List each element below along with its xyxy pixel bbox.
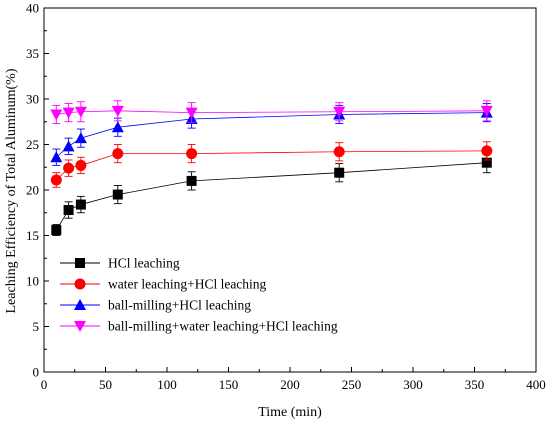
- data-point: [481, 145, 493, 157]
- data-point: [74, 132, 87, 144]
- data-point: [481, 157, 492, 168]
- data-point: [111, 121, 124, 133]
- series-0: [51, 152, 492, 236]
- x-tick-label: 200: [280, 377, 300, 392]
- legend-label: ball-milling+water leaching+HCl leaching: [108, 319, 338, 334]
- legend-marker: [74, 321, 86, 332]
- legend-marker: [74, 299, 86, 310]
- data-point: [51, 225, 62, 236]
- data-point: [50, 109, 63, 121]
- legend-marker: [75, 258, 85, 268]
- data-point: [62, 140, 75, 152]
- y-tick-label: 0: [33, 365, 40, 380]
- legend-item: HCl leaching: [60, 256, 180, 271]
- x-tick-label: 100: [157, 377, 177, 392]
- data-point: [112, 189, 123, 200]
- y-tick-label: 10: [26, 274, 39, 289]
- data-point: [333, 146, 345, 158]
- data-point: [185, 107, 198, 119]
- x-axis-ticks: 0 50 100 150 200 250 300 350 400: [41, 367, 546, 392]
- data-point: [75, 199, 86, 210]
- legend-marker: [74, 278, 86, 290]
- legend-item: ball-milling+HCl leaching: [60, 298, 251, 313]
- y-tick-label: 15: [26, 228, 39, 243]
- data-point: [63, 162, 75, 174]
- legend-label: HCl leaching: [108, 256, 180, 271]
- data-point: [186, 175, 197, 186]
- legend: HCl leaching water leaching+HCl leaching b…: [60, 256, 338, 334]
- data-point: [50, 174, 62, 186]
- data-point: [111, 105, 124, 117]
- series-layer: [50, 100, 493, 236]
- legend-item: water leaching+HCl leaching: [60, 277, 267, 292]
- data-point: [480, 105, 493, 117]
- y-tick-label: 35: [26, 46, 39, 61]
- data-point: [334, 167, 345, 178]
- x-tick-label: 0: [41, 377, 48, 392]
- x-tick-label: 150: [219, 377, 239, 392]
- data-point: [62, 107, 75, 119]
- series-line: [56, 110, 487, 115]
- y-tick-label: 20: [26, 183, 39, 198]
- x-axis-label: Time (min): [258, 405, 322, 420]
- y-tick-label: 40: [26, 1, 39, 16]
- data-point: [112, 148, 124, 160]
- y-tick-label: 30: [26, 92, 39, 107]
- data-point: [75, 159, 87, 171]
- legend-label: ball-milling+HCl leaching: [108, 298, 251, 313]
- y-tick-label: 25: [26, 137, 39, 152]
- legend-item: ball-milling+water leaching+HCl leaching: [60, 319, 338, 334]
- legend-label: water leaching+HCl leaching: [108, 277, 267, 292]
- data-point: [186, 148, 198, 160]
- y-tick-label: 5: [33, 319, 40, 334]
- data-point: [74, 106, 87, 118]
- data-point: [63, 205, 74, 216]
- x-tick-label: 400: [526, 377, 546, 392]
- data-point: [50, 151, 63, 163]
- series-1: [50, 141, 493, 188]
- x-tick-label: 50: [99, 377, 112, 392]
- x-tick-label: 300: [403, 377, 423, 392]
- x-tick-label: 250: [342, 377, 362, 392]
- x-tick-label: 350: [465, 377, 485, 392]
- y-axis-label: Leaching Efficiency of Total Aluminum(%): [4, 68, 19, 313]
- data-point: [333, 106, 346, 118]
- series-3: [50, 100, 493, 125]
- y-axis-ticks: 0 5 10 15 20 25 30 35 40: [26, 1, 49, 380]
